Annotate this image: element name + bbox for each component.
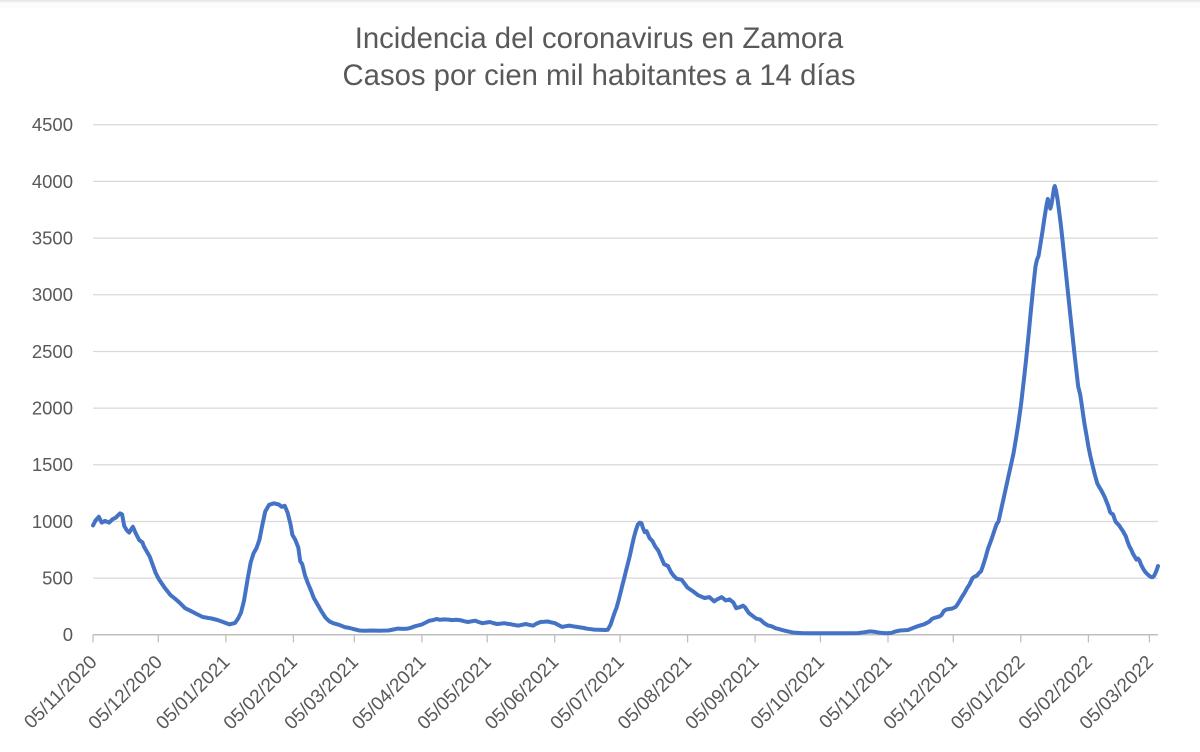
svg-text:1500: 1500 bbox=[32, 454, 73, 475]
svg-text:4000: 4000 bbox=[32, 171, 73, 192]
svg-text:1000: 1000 bbox=[32, 511, 73, 532]
svg-text:Incidencia del coronavirus en: Incidencia del coronavirus en Zamora bbox=[355, 22, 844, 55]
svg-text:3000: 3000 bbox=[32, 284, 73, 305]
svg-text:3500: 3500 bbox=[32, 228, 73, 249]
svg-text:0: 0 bbox=[63, 624, 73, 645]
svg-text:4500: 4500 bbox=[32, 114, 73, 135]
svg-text:Casos por cien mil habitantes: Casos por cien mil habitantes a 14 días bbox=[343, 59, 856, 92]
svg-text:2000: 2000 bbox=[32, 398, 73, 419]
svg-text:2500: 2500 bbox=[32, 341, 73, 362]
svg-text:500: 500 bbox=[42, 568, 73, 589]
